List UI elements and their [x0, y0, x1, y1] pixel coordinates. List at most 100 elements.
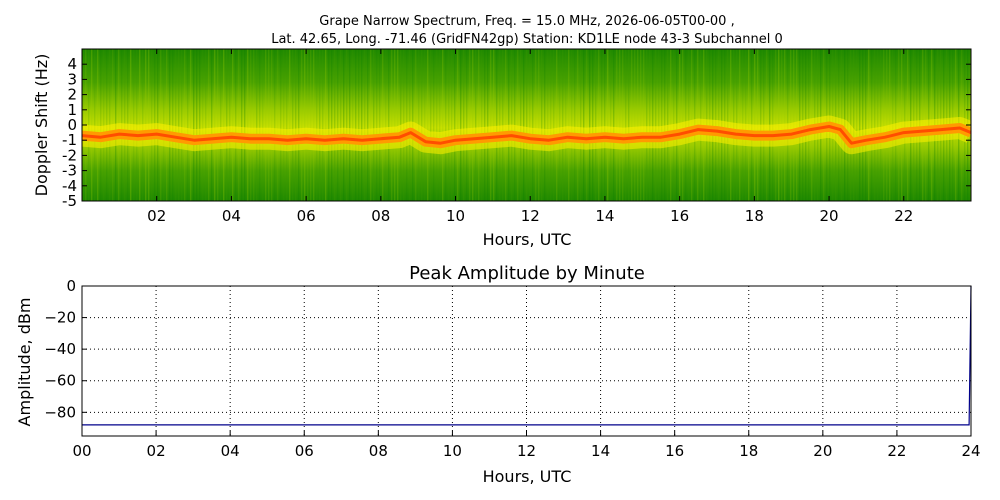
x-tick-label: 04 — [222, 207, 241, 225]
spectrogram-texture-stripe — [859, 49, 861, 201]
spectrogram-texture-stripe — [349, 49, 351, 201]
spectrogram-texture-stripe — [643, 49, 645, 201]
spectrogram-texture-stripe — [562, 49, 564, 201]
spectrogram-texture-stripe — [628, 49, 630, 201]
spectrogram-texture-stripe — [187, 49, 189, 201]
spectrogram-texture-stripe — [97, 49, 99, 201]
spectrogram-texture-stripe — [580, 49, 582, 201]
spectrogram-texture-stripe — [334, 49, 336, 201]
spectrogram-texture-stripe — [856, 49, 858, 201]
y-tick-label: -1 — [62, 131, 77, 149]
y-tick-label: −80 — [44, 403, 76, 421]
spectrogram-texture-stripe — [463, 49, 465, 201]
spectrogram-texture-stripe — [553, 49, 555, 201]
x-tick-label: 04 — [221, 442, 240, 460]
spectrogram-texture-stripe — [295, 49, 297, 201]
amplitude-frame — [81, 285, 972, 437]
spectrogram-texture-stripe — [421, 49, 423, 201]
spectrogram-texture-stripe — [385, 49, 387, 201]
spectrogram-texture-stripe — [868, 49, 870, 201]
spectrogram-texture-stripe — [181, 49, 183, 201]
x-tick-label: 10 — [443, 442, 462, 460]
spectrogram-texture-stripe — [538, 49, 540, 201]
x-tick-label: 08 — [371, 207, 390, 225]
spectrogram-texture-stripe — [94, 49, 96, 201]
spectrogram-texture-stripe — [379, 49, 381, 201]
spectrogram-texture-stripe — [502, 49, 504, 201]
spectrogram-texture-stripe — [874, 49, 876, 201]
spectrogram-texture-stripe — [175, 49, 177, 201]
spectrogram-texture-stripe — [496, 49, 498, 201]
spectrogram-texture-stripe — [355, 49, 357, 201]
spectrogram-texture-stripe — [217, 49, 219, 201]
spectrogram-texture-stripe — [328, 49, 330, 201]
y-tick-label: -3 — [62, 162, 77, 180]
spectrogram-texture-stripe — [247, 49, 249, 201]
spectrogram-texture-stripe — [202, 49, 204, 201]
spectrogram-texture-stripe — [100, 49, 102, 201]
spectrogram-texture-stripe — [556, 49, 558, 201]
amplitude-chart-title: Peak Amplitude by Minute — [409, 263, 645, 284]
spectrogram-texture-stripe — [460, 49, 462, 201]
spectrogram-texture-stripe — [544, 49, 546, 201]
spectrogram-texture-stripe — [475, 49, 477, 201]
spectrogram-texture-stripe — [871, 49, 873, 201]
spectrogram-texture-stripe — [442, 49, 444, 201]
spectrogram-texture-stripe — [853, 49, 855, 201]
y-tick-label: 1 — [67, 101, 77, 119]
spectrogram-texture-stripe — [271, 49, 273, 201]
spectrogram-texture-stripe — [877, 49, 879, 201]
spectrogram-texture-stripe — [199, 49, 201, 201]
spectrogram-texture-stripe — [310, 49, 312, 201]
spectrogram-texture-stripe — [106, 49, 108, 201]
spectrogram-texture-stripe — [589, 49, 591, 201]
spectrogram-texture-stripe — [634, 49, 636, 201]
y-tick-label: -5 — [62, 192, 77, 210]
spectrogram-texture-stripe — [394, 49, 396, 201]
x-tick-label: 24 — [961, 442, 980, 460]
spectrogram-texture-stripe — [283, 49, 285, 201]
spectrogram-texture-stripe — [505, 49, 507, 201]
spectrogram-texture-stripe — [547, 49, 549, 201]
amplitude-line — [82, 285, 972, 426]
spectrogram-texture-stripe — [373, 49, 375, 201]
spectrogram-texture-stripe — [91, 49, 93, 201]
spectrogram-texture-stripe — [658, 49, 660, 201]
y-tick-label: 0 — [66, 277, 76, 295]
spectrogram-texture-stripe — [523, 49, 525, 201]
x-tick-label: 06 — [297, 207, 316, 225]
spectrogram-texture-stripe — [607, 49, 609, 201]
spectrogram-texture-stripe — [565, 49, 567, 201]
spectrogram-texture-stripe — [388, 49, 390, 201]
spectrogram-texture-stripe — [346, 49, 348, 201]
spectrogram-texture-stripe — [322, 49, 324, 201]
spectrogram-texture-stripe — [172, 49, 174, 201]
x-tick-label: 22 — [894, 207, 913, 225]
x-tick-label: 18 — [745, 207, 764, 225]
chart-title-line1: Grape Narrow Spectrum, Freq. = 15.0 MHz,… — [319, 14, 734, 29]
spectrogram-texture-stripe — [625, 49, 627, 201]
y-tick-label: −40 — [44, 340, 76, 358]
spectrogram-texture-stripe — [619, 49, 621, 201]
spectrogram-texture-stripe — [259, 49, 261, 201]
spectrogram-texture-stripe — [490, 49, 492, 201]
spectrogram-texture-stripe — [526, 49, 528, 201]
spectrogram-texture-stripe — [232, 49, 234, 201]
spectrogram-texture-stripe — [226, 49, 228, 201]
spectrogram-texture-stripe — [454, 49, 456, 201]
spectrogram-texture-stripe — [571, 49, 573, 201]
amplitude-y-ticks: 0 −20 −40 −60 −80 — [44, 277, 87, 421]
spectrogram-texture-stripe — [550, 49, 552, 201]
ridge-core — [82, 125, 971, 145]
spectrogram-texture-stripe — [88, 49, 90, 201]
spectrogram-texture-stripe — [637, 49, 639, 201]
spectrogram-texture-stripe — [661, 49, 663, 201]
spectrogram-texture-stripe — [568, 49, 570, 201]
spectrogram-texture-stripe — [289, 49, 291, 201]
spectrogram-texture-stripe — [169, 49, 171, 201]
spectrogram-texture-stripe — [262, 49, 264, 201]
spectrogram-texture-stripe — [457, 49, 459, 201]
spectrogram-texture-stripe — [424, 49, 426, 201]
